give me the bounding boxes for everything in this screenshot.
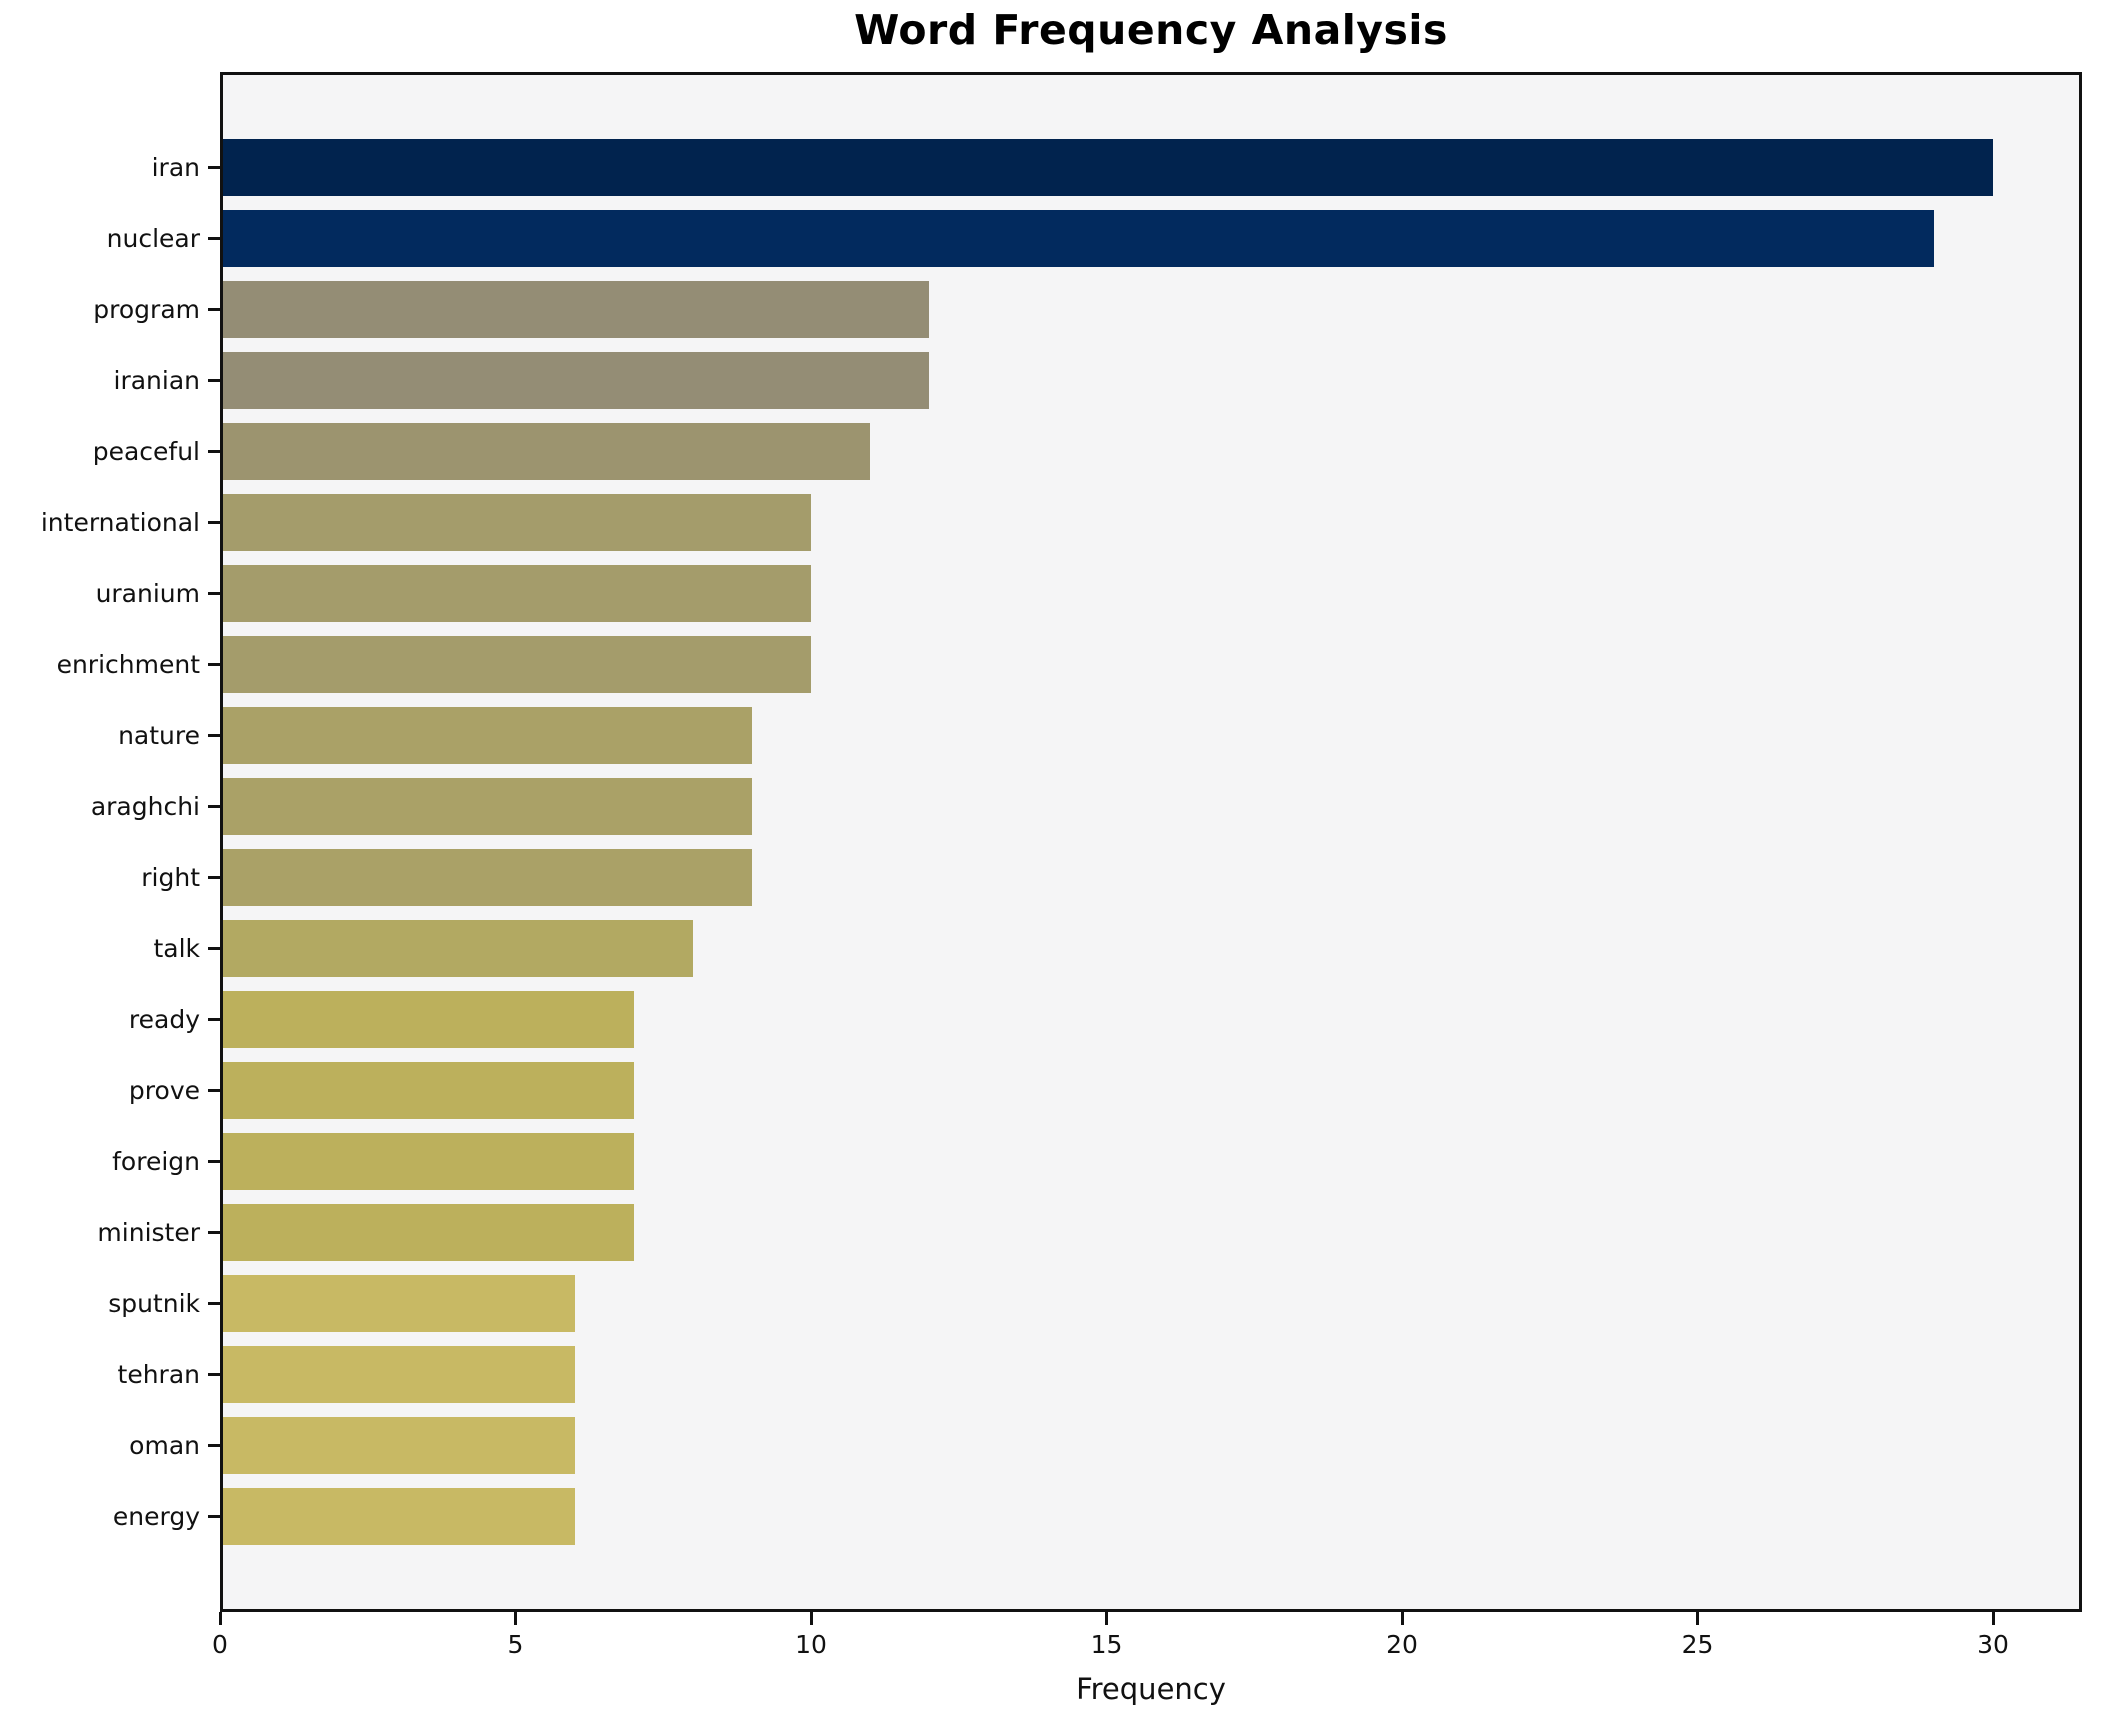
- x-tick-label-25: 25: [1681, 1630, 1714, 1659]
- bar-sputnik: [220, 1275, 575, 1332]
- y-tick-label-ready: ready: [128, 1004, 200, 1034]
- x-tick-mark: [514, 1612, 517, 1625]
- bar-international: [220, 494, 811, 551]
- x-tick-label-5: 5: [507, 1630, 524, 1659]
- y-tick-label-foreign: foreign: [112, 1146, 200, 1176]
- bar-minister: [220, 1204, 634, 1261]
- y-tick-label-talk: talk: [153, 933, 200, 963]
- y-tick-mark: [208, 1302, 220, 1305]
- x-tick-mark: [809, 1612, 813, 1625]
- x-tick-mark: [1696, 1612, 1699, 1625]
- y-tick-label-energy: energy: [112, 1501, 200, 1531]
- chart-title: Word Frequency Analysis: [854, 6, 1448, 54]
- x-tick-mark: [1400, 1612, 1404, 1625]
- plot-area: [220, 72, 2082, 1612]
- y-tick-mark: [208, 876, 220, 879]
- y-tick-label-tehran: tehran: [117, 1359, 200, 1389]
- y-tick-mark: [208, 1018, 220, 1021]
- y-tick-mark: [208, 1160, 220, 1163]
- y-tick-mark: [208, 805, 220, 808]
- bar-prove: [220, 1062, 634, 1119]
- bar-tehran: [220, 1346, 575, 1403]
- y-tick-mark: [208, 1444, 220, 1447]
- y-tick-mark: [208, 663, 220, 666]
- bar-iran: [220, 139, 1993, 196]
- y-tick-label-prove: prove: [128, 1075, 200, 1105]
- y-tick-label-enrichment: enrichment: [56, 649, 200, 679]
- y-tick-mark: [208, 166, 220, 169]
- x-tick-label-10: 10: [795, 1630, 827, 1659]
- x-tick-label-20: 20: [1386, 1630, 1418, 1659]
- y-tick-label-oman: oman: [129, 1430, 200, 1460]
- y-tick-label-nuclear: nuclear: [106, 223, 200, 253]
- y-tick-mark: [208, 1231, 220, 1234]
- bar-right: [220, 849, 752, 906]
- y-tick-mark: [208, 379, 220, 382]
- y-tick-mark: [208, 1089, 220, 1092]
- bar-foreign: [220, 1133, 634, 1190]
- bar-oman: [220, 1417, 575, 1474]
- y-tick-label-sputnik: sputnik: [108, 1288, 200, 1318]
- x-axis-label: Frequency: [1076, 1672, 1226, 1706]
- y-tick-mark: [208, 450, 220, 453]
- x-tick-mark: [218, 1612, 222, 1625]
- y-tick-label-program: program: [93, 294, 200, 324]
- y-tick-label-minister: minister: [97, 1217, 200, 1247]
- x-tick-label-15: 15: [1090, 1630, 1123, 1659]
- y-tick-mark: [208, 734, 220, 737]
- y-tick-label-iran: iran: [151, 152, 200, 182]
- x-tick-label-0: 0: [212, 1630, 228, 1659]
- y-tick-mark: [208, 521, 220, 524]
- y-tick-label-international: international: [40, 507, 200, 537]
- y-tick-label-iranian: iranian: [113, 365, 201, 395]
- bar-nature: [220, 707, 752, 764]
- bar-enrichment: [220, 636, 811, 693]
- y-tick-mark: [208, 592, 220, 595]
- bar-program: [220, 281, 930, 338]
- bar-talk: [220, 920, 693, 977]
- y-tick-mark: [208, 308, 220, 311]
- x-tick-label-30: 30: [1977, 1630, 2009, 1659]
- y-tick-label-nature: nature: [118, 720, 200, 750]
- y-tick-mark: [208, 947, 220, 950]
- bar-nuclear: [220, 210, 1934, 267]
- y-tick-label-araghchi: araghchi: [90, 791, 200, 821]
- y-tick-label-right: right: [141, 862, 200, 892]
- x-tick-mark: [1991, 1612, 1995, 1625]
- y-tick-mark: [208, 237, 220, 240]
- bar-ready: [220, 991, 634, 1048]
- y-tick-label-uranium: uranium: [95, 578, 200, 608]
- bar-peaceful: [220, 423, 871, 480]
- bar-iranian: [220, 352, 930, 409]
- y-tick-mark: [208, 1373, 220, 1376]
- bar-uranium: [220, 565, 811, 622]
- x-tick-mark: [1105, 1612, 1108, 1625]
- bar-araghchi: [220, 778, 752, 835]
- y-tick-mark: [208, 1515, 220, 1518]
- y-tick-label-peaceful: peaceful: [92, 436, 200, 466]
- bar-energy: [220, 1488, 575, 1545]
